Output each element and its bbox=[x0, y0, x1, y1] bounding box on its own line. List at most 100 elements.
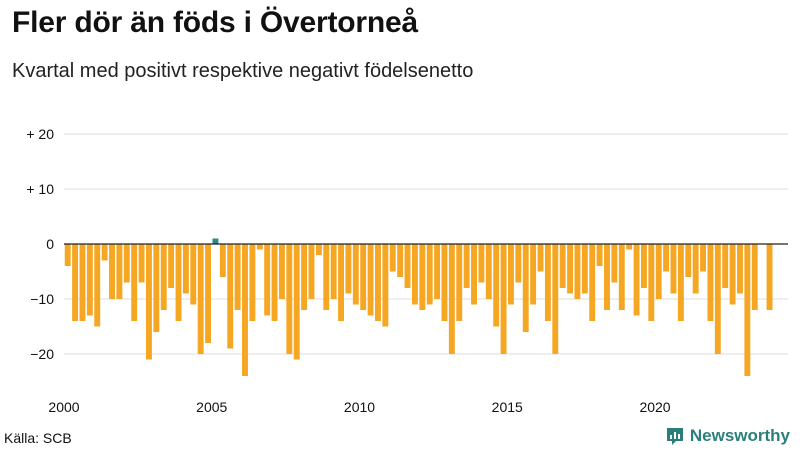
bar bbox=[692, 244, 699, 294]
newsworthy-logo-icon bbox=[666, 428, 683, 445]
bar bbox=[581, 244, 588, 294]
bar bbox=[707, 244, 714, 321]
bar bbox=[160, 244, 167, 310]
bar bbox=[611, 244, 618, 283]
bar bbox=[382, 244, 389, 327]
bar bbox=[352, 244, 359, 305]
bar bbox=[330, 244, 337, 299]
chart-subtitle: Kvartal med positivt respektive negativt… bbox=[12, 60, 474, 82]
chart-title: Fler dör än föds i Övertorneå bbox=[12, 6, 418, 39]
bar bbox=[146, 244, 152, 360]
bar bbox=[744, 244, 751, 376]
y-tick-label: 0 bbox=[46, 236, 54, 252]
bar bbox=[663, 244, 670, 272]
bar bbox=[175, 244, 182, 321]
bar bbox=[345, 244, 352, 294]
bar bbox=[500, 244, 507, 354]
bar bbox=[419, 244, 426, 310]
bar bbox=[271, 244, 278, 321]
x-tick-label: 2000 bbox=[48, 399, 79, 415]
x-tick-label: 2020 bbox=[639, 399, 670, 415]
bar bbox=[123, 244, 130, 283]
bar bbox=[544, 244, 551, 321]
bar bbox=[64, 244, 71, 266]
bar bbox=[677, 244, 684, 321]
bar bbox=[441, 244, 448, 321]
grid-lines bbox=[64, 133, 788, 355]
bar bbox=[79, 244, 86, 321]
bar bbox=[197, 244, 204, 354]
y-tick-label: −20 bbox=[30, 346, 54, 362]
bar bbox=[766, 244, 773, 310]
bar bbox=[508, 244, 514, 305]
bar bbox=[286, 244, 293, 354]
bar bbox=[264, 244, 271, 316]
bar bbox=[530, 244, 537, 305]
brand-logo[interactable]: Newsworthy bbox=[665, 426, 790, 446]
bar bbox=[537, 244, 544, 272]
bar bbox=[367, 244, 374, 316]
bar bbox=[493, 244, 500, 327]
bar bbox=[375, 244, 381, 321]
bar bbox=[670, 244, 677, 294]
bar bbox=[234, 244, 241, 310]
bar bbox=[131, 244, 138, 321]
bar bbox=[205, 244, 212, 343]
bar bbox=[700, 244, 706, 272]
bar bbox=[626, 244, 633, 250]
bar bbox=[109, 244, 115, 299]
bar bbox=[448, 244, 455, 354]
bar bbox=[478, 244, 485, 283]
bar bbox=[685, 244, 692, 277]
bar bbox=[219, 244, 226, 277]
bar bbox=[404, 244, 411, 288]
bar bbox=[86, 244, 93, 316]
bar bbox=[153, 244, 160, 332]
x-tick-label: 2005 bbox=[196, 399, 227, 415]
bar bbox=[574, 244, 581, 299]
bar bbox=[249, 244, 256, 321]
bar bbox=[471, 244, 477, 305]
axes: + 20 + 10 0 −10 −20 2000 2005 2010 2015 2020 bbox=[26, 126, 788, 415]
source-note: Källa: SCB bbox=[4, 430, 72, 446]
bar bbox=[559, 244, 566, 288]
bar bbox=[618, 244, 625, 310]
bar bbox=[426, 244, 433, 305]
bar bbox=[308, 244, 315, 299]
bar bbox=[567, 244, 574, 294]
bar bbox=[589, 244, 596, 321]
bar bbox=[182, 244, 189, 294]
bar bbox=[242, 244, 248, 376]
bar bbox=[138, 244, 145, 283]
bars bbox=[64, 238, 773, 376]
y-tick-label: −10 bbox=[30, 291, 54, 307]
bar bbox=[278, 244, 285, 299]
bar bbox=[463, 244, 470, 288]
x-tick-label: 2010 bbox=[344, 399, 375, 415]
bar bbox=[456, 244, 463, 321]
bar bbox=[655, 244, 662, 299]
x-tick-label: 2015 bbox=[492, 399, 523, 415]
bar bbox=[94, 244, 101, 327]
bar bbox=[256, 244, 263, 250]
brand-name: Newsworthy bbox=[689, 426, 790, 445]
bar bbox=[227, 244, 234, 349]
bar bbox=[640, 244, 647, 288]
bar bbox=[729, 244, 736, 305]
bar bbox=[360, 244, 367, 310]
bar bbox=[293, 244, 300, 360]
bar bbox=[515, 244, 522, 283]
bar bbox=[212, 238, 219, 244]
bar bbox=[315, 244, 322, 255]
bar bbox=[168, 244, 175, 288]
bar bbox=[389, 244, 396, 272]
bar bbox=[190, 244, 197, 305]
bar bbox=[116, 244, 123, 299]
bar bbox=[434, 244, 441, 299]
bar bbox=[737, 244, 743, 294]
bar bbox=[411, 244, 418, 305]
bar bbox=[338, 244, 344, 321]
y-tick-label: + 20 bbox=[26, 126, 54, 142]
bar bbox=[522, 244, 529, 332]
